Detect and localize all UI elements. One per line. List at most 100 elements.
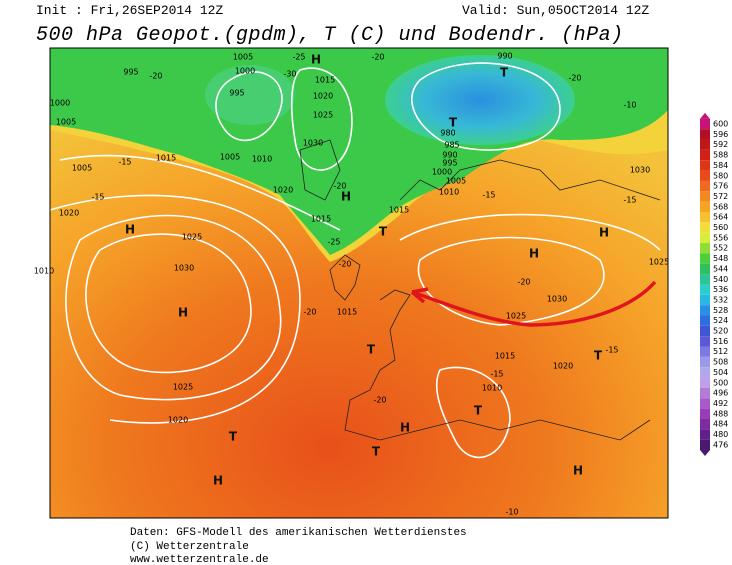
colorbar-label: 528: [713, 306, 728, 315]
colorbar-label: 564: [713, 213, 728, 222]
colorbar-swatch: [700, 222, 710, 233]
map-area: [50, 48, 668, 518]
pressure-center: H: [213, 474, 223, 488]
colorbar-label: 488: [713, 409, 728, 418]
isobar-label: 985: [444, 141, 459, 150]
isobar-label: 1005: [72, 164, 92, 173]
isobar: [59, 154, 341, 231]
colorbar-swatch: [700, 129, 710, 140]
colorbar-swatch: [700, 367, 710, 378]
colorbar-swatch: [700, 211, 710, 223]
colorbar-label: 596: [713, 130, 728, 139]
colorbar-label: 516: [713, 337, 728, 346]
pressure-center: T: [367, 343, 376, 357]
temperature-label: -10: [505, 508, 518, 517]
temperature-label: -10: [623, 101, 636, 110]
temperature-label: -15: [605, 346, 618, 355]
colorbar-swatch: [700, 387, 710, 399]
colorbar-label: 508: [713, 358, 728, 367]
isobar-label: 1010: [34, 267, 54, 276]
colorbar-swatch: [700, 305, 710, 316]
temperature-label: -25: [327, 238, 340, 247]
red-arrow-head: [410, 287, 429, 304]
isobar-label: 1030: [547, 295, 567, 304]
temperature-label: -15: [490, 370, 503, 379]
colorbar-label: 536: [713, 285, 728, 294]
colorbar-swatch: [700, 315, 710, 326]
colorbar-label: 592: [713, 140, 728, 149]
colorbar-swatch: [700, 418, 710, 430]
colorbar-swatch: [700, 149, 710, 161]
colorbar-label: 600: [713, 120, 728, 129]
isobar-label: 1000: [432, 168, 452, 177]
isobar-label: 1025: [649, 258, 669, 267]
colorbar-swatch: [700, 377, 710, 388]
isobar-label: 1015: [389, 206, 409, 215]
colorbar-swatch: [700, 325, 710, 337]
pressure-center: H: [573, 464, 583, 478]
colorbar-swatch: [700, 356, 710, 368]
pressure-center: T: [594, 349, 603, 363]
isobar: [65, 214, 282, 401]
colorbar: 6005965925885845805765725685645605565525…: [700, 112, 728, 457]
init-time: Init : Fri,26SEP2014 12Z: [36, 3, 223, 18]
footer-line: www.wetterzentrale.de: [130, 554, 269, 565]
pressure-center: T: [379, 225, 388, 239]
colorbar-swatch: [700, 180, 710, 192]
isobar: [399, 213, 661, 251]
colorbar-swatch: [700, 429, 710, 440]
colorbar-label: 572: [713, 192, 728, 201]
colorbar-swatch: [700, 284, 710, 295]
colorbar-label: 584: [713, 161, 728, 170]
isobar-label: 1015: [495, 352, 515, 361]
isobar: [50, 194, 301, 424]
colorbar-swatch: [700, 346, 710, 357]
isobar-label: 1030: [174, 264, 194, 273]
pressure-center: T: [500, 66, 509, 80]
colorbar-swatch: [700, 118, 710, 130]
colorbar-swatch: [700, 160, 710, 171]
pressure-center: H: [125, 223, 135, 237]
isobar-label: 980: [440, 129, 455, 138]
isobar-label: 1000: [235, 67, 255, 76]
colorbar-swatch: [700, 336, 710, 347]
isobar: [417, 236, 605, 326]
red-arrow: [411, 280, 657, 327]
map-title: 500 hPa Geopot.(gpdm), T (C) und Bodendr…: [36, 24, 624, 47]
isobar-label: 1005: [56, 118, 76, 127]
coastline: [299, 139, 661, 441]
footer-line: Daten: GFS-Modell des amerikanischen Wet…: [130, 527, 467, 539]
temperature-label: -20: [517, 278, 530, 287]
colorbar-label: 576: [713, 182, 728, 191]
colorbar-label: 492: [713, 399, 728, 408]
colorbar-swatch: [700, 201, 710, 212]
colorbar-label: 552: [713, 244, 728, 253]
colorbar-label: 532: [713, 295, 728, 304]
isobar-label: 995: [442, 159, 457, 168]
colorbar-swatch: [700, 253, 710, 264]
map-frame: [49, 47, 669, 519]
valid-time: Valid: Sun,05OCT2014 12Z: [462, 3, 649, 18]
colorbar-label: 520: [713, 327, 728, 336]
pressure-center: H: [529, 247, 539, 261]
isobar-label: 990: [497, 52, 512, 61]
colorbar-swatch: [700, 439, 710, 451]
colorbar-label: 524: [713, 316, 728, 325]
colorbar-label: 588: [713, 151, 728, 160]
temperature-label: -20: [303, 308, 316, 317]
pressure-center: H: [311, 53, 321, 67]
pressure-center: T: [474, 404, 483, 418]
isobar-label: 1025: [182, 233, 202, 242]
isobar-label: 1020: [59, 209, 79, 218]
colorbar-label: 556: [713, 233, 728, 242]
temperature-label: -15: [91, 193, 104, 202]
colorbar-label: 560: [713, 223, 728, 232]
isobar-label: 1025: [173, 383, 193, 392]
temperature-label: -20: [338, 260, 351, 269]
temperature-label: -15: [482, 191, 495, 200]
pressure-center: T: [229, 430, 238, 444]
isobar-label: 1020: [553, 362, 573, 371]
temperature-label: -20: [149, 72, 162, 81]
